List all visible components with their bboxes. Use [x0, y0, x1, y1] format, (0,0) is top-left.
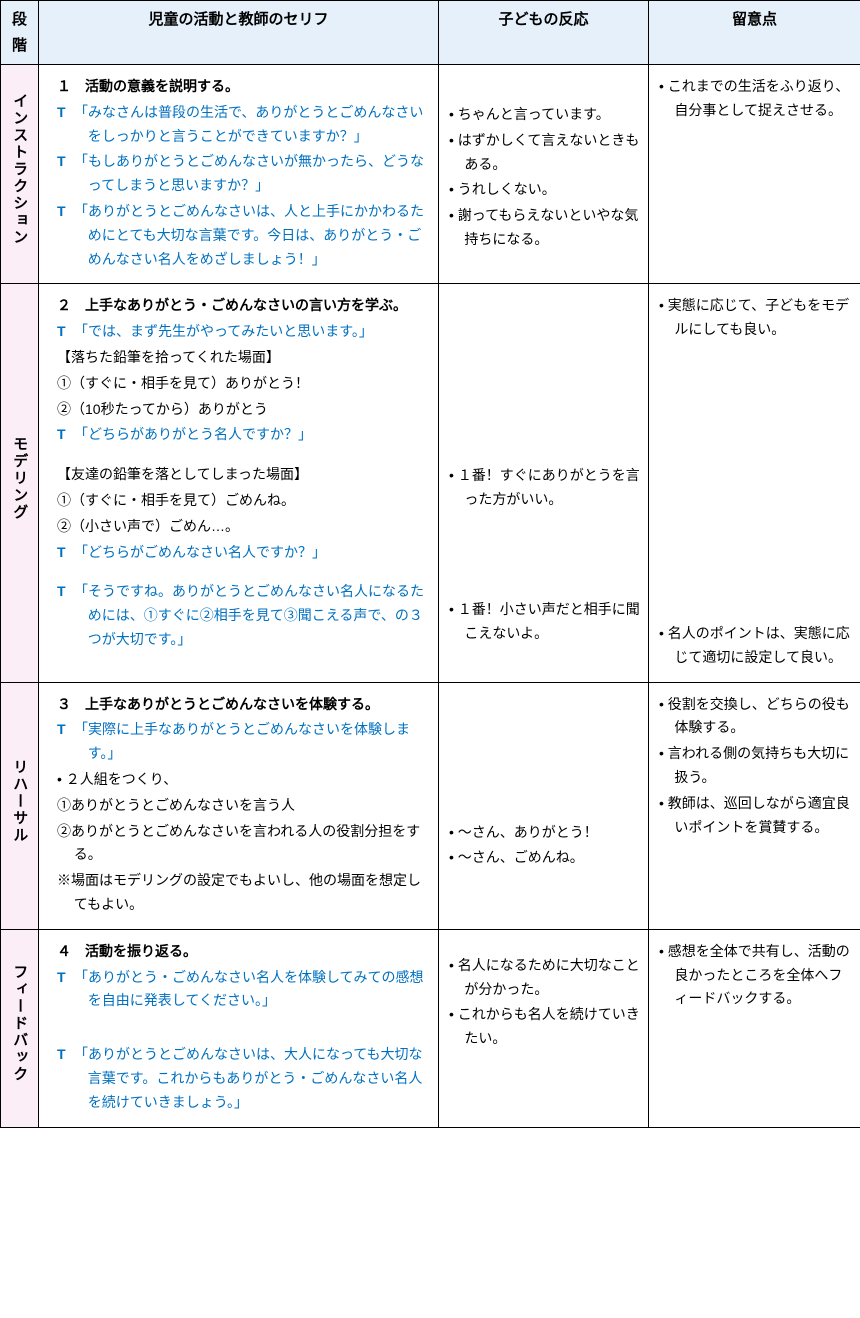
scene-label: 【友達の鉛筆を落としてしまった場面】: [57, 463, 424, 487]
activity-cell: ４ 活動を振り返る。 T「ありがとう・ごめんなさい名人を体験してみての感想を自由…: [39, 929, 439, 1127]
example-line: ①（すぐに・相手を見て）ごめんね。: [57, 489, 424, 513]
stage-instruction: インストラクション: [1, 65, 39, 284]
activity-cell: ３ 上手なありがとうとごめんなさいを体験する。 T「実際に上手なありがとうとごめ…: [39, 682, 439, 929]
example-line: ①（すぐに・相手を見て）ありがとう！: [57, 372, 424, 396]
note-item: 役割を交換し、どちらの役も体験する。: [659, 693, 852, 741]
stage-label: モデリング: [7, 436, 33, 521]
teacher-line: T「ありがとう・ごめんなさい名人を体験してみての感想を自由に発表してください。」: [57, 966, 424, 1014]
reaction-item: はずかしくて言えないときもある。: [449, 129, 640, 177]
reaction-item: ～さん、ごめんね。: [449, 846, 640, 870]
note-item: 名人のポイントは、実態に応じて適切に設定して良い。: [659, 622, 852, 670]
table-row: インストラクション １ 活動の意義を説明する。 T「みなさんは普段の生活で、あり…: [1, 65, 860, 284]
header-activity: 児童の活動と教師のセリフ: [39, 1, 439, 65]
notes-cell: これまでの生活をふり返り、自分事として捉えさせる。: [649, 65, 860, 284]
notes-cell: 役割を交換し、どちらの役も体験する。 言われる側の気持ちも大切に扱う。 教師は、…: [649, 682, 860, 929]
activity-heading: １ 活動の意義を説明する。: [57, 75, 424, 99]
teacher-line: T「もしありがとうとごめんなさいが無かったら、どうなってしまうと思いますか？」: [57, 150, 424, 198]
header-stage: 段階: [1, 1, 39, 65]
stage-label: フィードバック: [7, 964, 33, 1083]
reaction-item: これからも名人を続けていきたい。: [449, 1003, 640, 1051]
activity-cell: ２ 上手なありがとう・ごめんなさいの言い方を学ぶ。 T「では、まず先生がやってみ…: [39, 284, 439, 682]
activity-bullet: ２人組をつくり、: [57, 768, 424, 792]
note-item: 実態に応じて、子どもをモデルにしても良い。: [659, 294, 852, 342]
table-row: モデリング ２ 上手なありがとう・ごめんなさいの言い方を学ぶ。 T「では、まず先…: [1, 284, 860, 682]
stage-rehearsal: リハーサル: [1, 682, 39, 929]
reaction-cell: １番！すぐにありがとうを言った方がいい。 １番！小さい声だと相手に聞こえないよ。: [439, 284, 649, 682]
note-item: 教師は、巡回しながら適宜良いポイントを賞賛する。: [659, 792, 852, 840]
reaction-cell: ちゃんと言っています。 はずかしくて言えないときもある。 うれしくない。 謝って…: [439, 65, 649, 284]
table-row: リハーサル ３ 上手なありがとうとごめんなさいを体験する。 T「実際に上手なあり…: [1, 682, 860, 929]
scene-label: 【落ちた鉛筆を拾ってくれた場面】: [57, 346, 424, 370]
teacher-line: T「では、まず先生がやってみたいと思います。」: [57, 320, 424, 344]
activity-heading: ４ 活動を振り返る。: [57, 940, 424, 964]
stage-label: リハーサル: [7, 759, 33, 844]
teacher-line: T「どちらがありがとう名人ですか？」: [57, 423, 424, 447]
notes-cell: 実態に応じて、子どもをモデルにしても良い。 名人のポイントは、実態に応じて適切に…: [649, 284, 860, 682]
activity-line: ①ありがとうとごめんなさいを言う人: [57, 794, 424, 818]
reaction-item: うれしくない。: [449, 178, 640, 202]
reaction-item: 謝ってもらえないといやな気持ちになる。: [449, 204, 640, 252]
note-item: 言われる側の気持ちも大切に扱う。: [659, 742, 852, 790]
lesson-plan-table: 段階 児童の活動と教師のセリフ 子どもの反応 留意点 インストラクション １ 活…: [0, 0, 860, 1128]
stage-label: インストラクション: [7, 93, 33, 246]
teacher-line: T「そうですね。ありがとうとごめんなさい名人になるためには、①すぐに②相手を見て…: [57, 580, 424, 651]
reaction-item: ちゃんと言っています。: [449, 103, 640, 127]
activity-cell: １ 活動の意義を説明する。 T「みなさんは普段の生活で、ありがとうとごめんなさい…: [39, 65, 439, 284]
example-line: ②（小さい声で）ごめん…。: [57, 515, 424, 539]
teacher-line: T「ありがとうとごめんなさいは、大人になっても大切な言葉です。これからもありがと…: [57, 1043, 424, 1114]
reaction-item: ～さん、ありがとう！: [449, 821, 640, 845]
table-row: フィードバック ４ 活動を振り返る。 T「ありがとう・ごめんなさい名人を体験して…: [1, 929, 860, 1127]
note-item: 感想を全体で共有し、活動の良かったところを全体へフィードバックする。: [659, 940, 852, 1011]
teacher-line: T「どちらがごめんなさい名人ですか？」: [57, 541, 424, 565]
reaction-item: 名人になるために大切なことが分かった。: [449, 954, 640, 1002]
reaction-item: １番！すぐにありがとうを言った方がいい。: [449, 464, 640, 512]
header-reaction: 子どもの反応: [439, 1, 649, 65]
notes-cell: 感想を全体で共有し、活動の良かったところを全体へフィードバックする。: [649, 929, 860, 1127]
example-line: ②（10秒たってから）ありがとう: [57, 398, 424, 422]
header-notes: 留意点: [649, 1, 860, 65]
teacher-line: T「みなさんは普段の生活で、ありがとうとごめんなさいをしっかりと言うことができて…: [57, 101, 424, 149]
activity-line: ※場面はモデリングの設定でもよいし、他の場面を想定してもよい。: [57, 869, 424, 917]
teacher-line: T「実際に上手なありがとうとごめんなさいを体験します。」: [57, 718, 424, 766]
activity-heading: ３ 上手なありがとうとごめんなさいを体験する。: [57, 693, 424, 717]
stage-modeling: モデリング: [1, 284, 39, 682]
stage-feedback: フィードバック: [1, 929, 39, 1127]
teacher-line: T「ありがとうとごめんなさいは、人と上手にかかわるためにとても大切な言葉です。今…: [57, 200, 424, 271]
reaction-item: １番！小さい声だと相手に聞こえないよ。: [449, 598, 640, 646]
note-item: これまでの生活をふり返り、自分事として捉えさせる。: [659, 75, 852, 123]
reaction-cell: 名人になるために大切なことが分かった。 これからも名人を続けていきたい。: [439, 929, 649, 1127]
activity-line: ②ありがとうとごめんなさいを言われる人の役割分担をする。: [57, 820, 424, 868]
activity-heading: ２ 上手なありがとう・ごめんなさいの言い方を学ぶ。: [57, 294, 424, 318]
reaction-cell: ～さん、ありがとう！ ～さん、ごめんね。: [439, 682, 649, 929]
header-row: 段階 児童の活動と教師のセリフ 子どもの反応 留意点: [1, 1, 860, 65]
